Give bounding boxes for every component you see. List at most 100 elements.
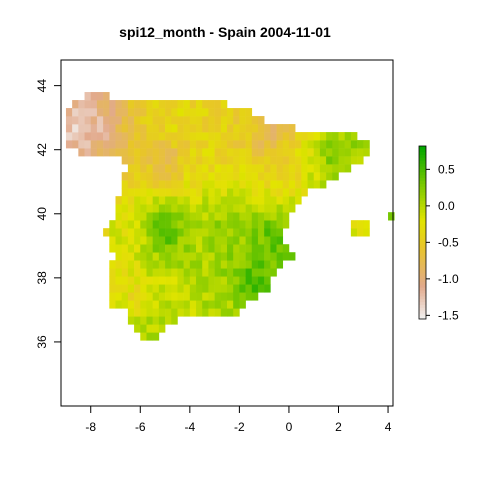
raster-cell: [84, 140, 92, 149]
raster-cell: [96, 92, 104, 101]
raster-cell: [196, 196, 203, 205]
raster-cell: [319, 164, 327, 173]
raster-cell: [233, 140, 240, 149]
raster-cell: [177, 228, 184, 237]
raster-cell: [202, 180, 209, 189]
raster-cell: [115, 252, 122, 261]
raster-cell: [220, 132, 228, 141]
raster-cell: [270, 212, 277, 221]
raster-cell: [109, 300, 116, 309]
raster-cell: [220, 300, 228, 309]
raster-cell: [295, 156, 302, 165]
raster-cell: [72, 132, 79, 141]
raster-cell: [239, 172, 246, 181]
raster-cell: [121, 260, 129, 269]
legend-swatch: [419, 215, 426, 219]
raster-cell: [115, 228, 122, 237]
raster-cell: [270, 140, 277, 149]
raster-cell: [344, 148, 352, 157]
raster-cell: [127, 132, 135, 141]
raster-cell: [183, 236, 191, 245]
raster-cell: [264, 164, 271, 173]
raster-cell: [208, 116, 215, 125]
raster-cell: [363, 228, 370, 237]
raster-cell: [152, 188, 160, 197]
legend-swatch: [419, 264, 426, 268]
raster-cell: [276, 140, 284, 149]
raster-cell: [227, 220, 234, 229]
raster-cell: [134, 108, 141, 117]
raster-cell: [196, 244, 203, 253]
raster-cell: [257, 284, 265, 293]
raster-cell: [183, 268, 191, 277]
raster-cell: [257, 188, 265, 197]
raster-cell: [220, 204, 228, 213]
raster-cell: [245, 164, 253, 173]
raster-cell: [165, 308, 172, 317]
raster-cell: [251, 292, 259, 301]
raster-cell: [96, 116, 104, 125]
raster-cell: [214, 124, 222, 133]
raster-cell: [220, 172, 228, 181]
raster-cell: [115, 140, 122, 149]
raster-cell: [202, 172, 209, 181]
x-tick-label: 4: [385, 420, 392, 434]
raster-cell: [165, 236, 172, 245]
raster-cell: [233, 212, 240, 221]
raster-cell: [189, 212, 197, 221]
raster-cell: [140, 204, 147, 213]
raster-cell: [264, 172, 271, 181]
raster-cell: [257, 228, 265, 237]
raster-cell: [214, 308, 222, 317]
legend-swatch: [419, 197, 426, 202]
raster-cell: [165, 180, 172, 189]
raster-cell: [251, 140, 259, 149]
raster-cell: [171, 196, 178, 205]
raster-cell: [338, 164, 345, 173]
raster-cell: [158, 260, 166, 269]
raster-cell: [270, 228, 277, 237]
raster-cell: [245, 212, 253, 221]
raster-cell: [103, 116, 110, 125]
raster-cell: [189, 204, 197, 213]
raster-cell: [282, 156, 290, 165]
raster-cell: [127, 300, 135, 309]
raster-cell: [177, 284, 184, 293]
raster-cell: [134, 204, 141, 213]
raster-cell: [257, 148, 265, 157]
raster-cell: [214, 276, 222, 285]
raster-cell: [220, 268, 228, 277]
raster-cell: [189, 308, 197, 317]
x-tick-label: -8: [85, 420, 96, 434]
raster-cell: [202, 188, 209, 197]
raster-cell: [146, 300, 153, 309]
raster-cell: [295, 164, 302, 173]
raster-cell: [264, 124, 271, 133]
raster-cell: [121, 148, 129, 157]
raster-cell: [140, 292, 147, 301]
raster-cell: [183, 292, 191, 301]
raster-cell: [196, 116, 203, 125]
raster-cell: [72, 100, 79, 109]
raster-cell: [208, 220, 215, 229]
raster-cell: [152, 260, 160, 269]
raster-cell: [146, 188, 153, 197]
raster-cell: [214, 220, 222, 229]
color-legend: 0.5 0.0 -0.5 -1.0 -1.5: [418, 145, 459, 322]
raster-cell: [276, 220, 284, 229]
raster-cell: [227, 252, 234, 261]
raster-cell: [301, 156, 308, 165]
x-tick-label: -6: [135, 420, 146, 434]
raster-cell: [183, 300, 191, 309]
raster-cell: [127, 236, 135, 245]
raster-cell: [251, 164, 259, 173]
raster-cell: [140, 164, 147, 173]
raster-cell: [127, 244, 135, 253]
raster-cell: [220, 236, 228, 245]
raster-cell: [171, 252, 178, 261]
raster-cell: [183, 164, 191, 173]
raster-cell: [264, 188, 271, 197]
raster-cell: [270, 172, 277, 181]
raster-cell: [134, 300, 141, 309]
x-tick-label: 0: [286, 420, 293, 434]
